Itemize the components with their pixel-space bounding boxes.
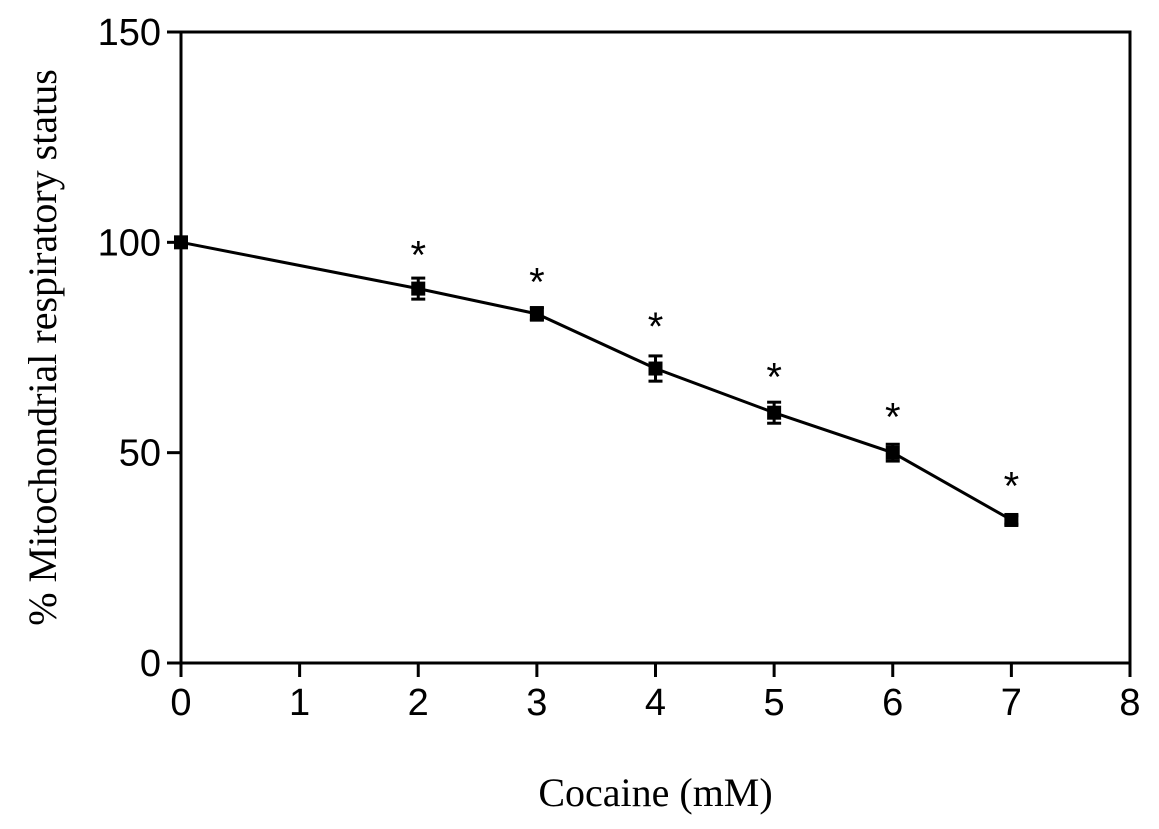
y-tick-label: 50: [119, 433, 161, 475]
data-point: [767, 405, 782, 420]
x-tick-label: 0: [170, 682, 191, 724]
x-tick-label: 5: [764, 682, 785, 724]
x-tick-label: 6: [882, 682, 903, 724]
data-point: [529, 306, 544, 321]
annotation-layer: * * * * * *: [410, 233, 1019, 508]
x-axis-ticks: 0 1 2 3 4 5 6 7 8: [170, 663, 1141, 724]
significance-marker: *: [885, 395, 901, 439]
x-axis-title: Cocaine (mM): [538, 770, 772, 815]
series-layer: [174, 235, 1019, 527]
x-tick-label: 2: [408, 682, 429, 724]
y-axis-title: % Mitochondrial respiratory status: [20, 69, 65, 626]
significance-marker: *: [410, 233, 426, 277]
data-point: [885, 445, 900, 460]
series-line: [180, 240, 1013, 522]
data-point: [174, 235, 188, 250]
data-point: [648, 361, 663, 376]
x-tick-label: 3: [526, 682, 547, 724]
x-tick-label: 1: [289, 682, 310, 724]
significance-marker: *: [529, 261, 545, 305]
significance-marker: *: [766, 355, 782, 399]
significance-marker: *: [1004, 465, 1020, 509]
y-tick-label: 0: [140, 643, 161, 685]
x-tick-label: 4: [645, 682, 666, 724]
significance-marker: *: [648, 305, 664, 349]
data-point: [411, 281, 426, 296]
data-point: [1004, 512, 1019, 527]
y-tick-label: 150: [98, 12, 161, 54]
y-axis-ticks: 0 50 100 150: [98, 12, 181, 685]
x-tick-label: 7: [1001, 682, 1022, 724]
x-tick-label: 8: [1119, 682, 1140, 724]
y-tick-label: 100: [98, 222, 161, 264]
